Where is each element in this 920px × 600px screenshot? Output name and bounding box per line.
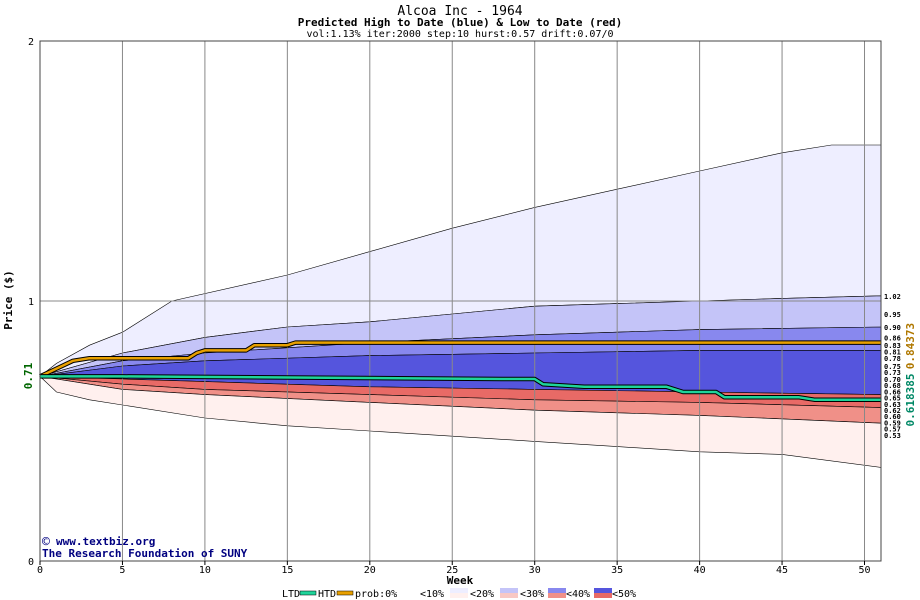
y-tick-label: 0 [28,557,34,568]
right-value-label: 0.68 [884,382,901,390]
copyright-icon: © [42,535,50,550]
ltd-final-label: 0.618385 [904,374,917,427]
chart-subtitle: Predicted High to Date (blue) & Low to D… [298,16,623,29]
chart-title: Alcoa Inc - 1964 [397,4,522,19]
right-value-label: 1.02 [884,293,901,301]
x-tick-label: 15 [281,565,293,576]
legend-swatch-10-red [450,593,468,598]
right-value-label: 0.70 [884,376,901,384]
x-tick-label: 40 [694,565,706,576]
legend-swatch-10-blue [450,588,468,593]
x-tick-label: 30 [529,565,541,576]
x-tick-label: 5 [119,565,125,576]
right-value-label: 0.78 [884,355,901,363]
legend-b50-label: <50% [612,589,636,600]
legend-swatch-30-blue [548,588,566,593]
legend-htd-label: HTD [318,589,336,600]
right-value-labels: 1.02 0.95 0.90 0.860.830.810.780.750.730.70… [884,293,901,440]
start-price-label: 0.71 [22,362,35,389]
legend-htd-swatch [336,590,354,596]
x-tick-label: 45 [776,565,788,576]
legend-ltd-swatch [299,590,317,596]
series-lines [39,340,881,403]
legend-prob-label: prob:0% [355,589,397,600]
right-value-label: 0.60 [884,413,901,421]
legend: LTD HTD prob:0% <10% <20% <30% <40% <50% [282,588,636,600]
right-value-label: 0.86 [884,334,901,342]
watermark-org: The Research Foundation of SUNY [42,547,248,560]
x-tick-labels: 0 5 10 15 20 25 30 35 40 45 50 [37,561,871,576]
y-tick-labels: 0 1 2 [28,37,34,568]
right-value-label: 0.59 [884,419,901,427]
htd-final-label: 0.84373 [904,323,917,369]
legend-b40-label: <40% [566,589,590,600]
right-value-label: 0.57 [884,426,901,434]
legend-b10-label: <10% [420,589,444,600]
right-value-label: 0.53 [884,432,901,440]
x-tick-label: 50 [858,565,870,576]
legend-b20-label: <20% [470,589,494,600]
legend-ltd-label: LTD [282,589,300,600]
legend-swatch-20-blue [500,588,518,593]
right-value-label: 0.83 [884,342,901,350]
probability-bands [39,144,882,468]
band-low-outer [39,375,882,468]
x-tick-label: 35 [611,565,623,576]
x-tick-label: 20 [364,565,376,576]
legend-swatch-40-red [594,593,612,598]
right-value-label: 0.73 [884,369,901,377]
legend-swatch-0 [400,588,418,598]
right-value-label: 0.66 [884,388,901,396]
legend-swatch-30-red [548,593,566,598]
grid-lines [39,40,881,562]
y-axis-label: Price ($) [2,270,15,330]
right-value-label: 0.65 [884,395,901,403]
chart-params: vol:1.13% iter:2000 step:10 hurst:0.57 d… [306,29,613,40]
right-value-label: 0.75 [884,363,901,371]
right-value-label: 0.81 [884,348,901,356]
right-value-label: 0.62 [884,407,901,415]
right-value-label: 0.95 [884,311,901,319]
y-tick-label: 2 [28,37,34,48]
y-tick-label: 1 [28,297,34,308]
x-axis-label: Week [447,574,474,587]
legend-swatch-20-red [500,593,518,598]
x-tick-label: 10 [199,565,211,576]
plot-frame [39,40,882,562]
legend-b30-label: <30% [520,589,544,600]
watermark-site: www.textbiz.org [56,535,155,548]
right-value-label: 0.90 [884,324,901,332]
right-value-label: 0.63 [884,401,901,409]
x-tick-label: 0 [37,565,43,576]
series-htd-line [39,341,881,378]
x-tick-label: 25 [446,565,458,576]
legend-swatch-40-blue [594,588,612,593]
series-ltd-line [40,375,881,402]
